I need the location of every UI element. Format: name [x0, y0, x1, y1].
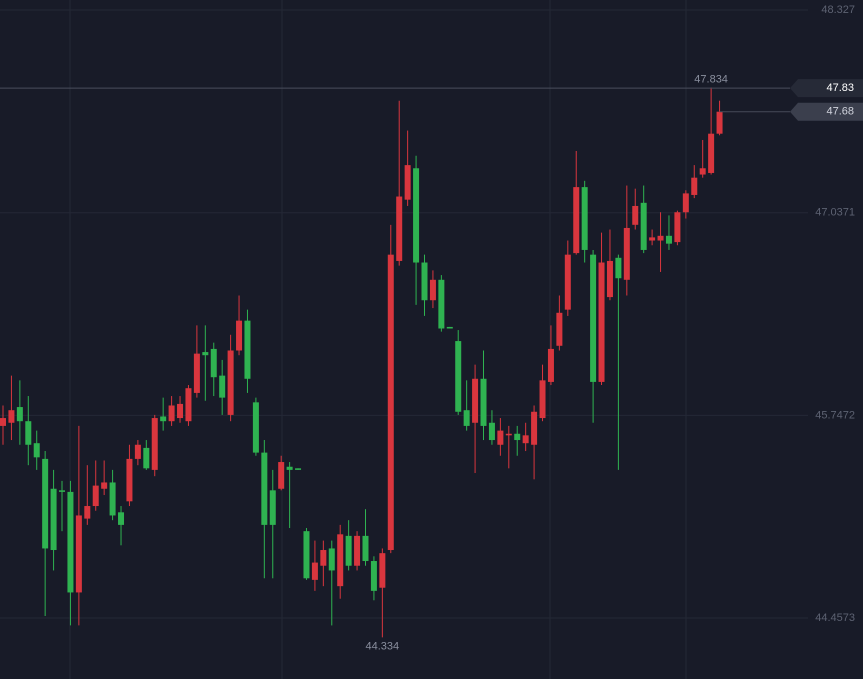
body	[202, 352, 209, 356]
body	[488, 422, 495, 441]
min-label: 44.334	[366, 640, 400, 652]
body	[16, 407, 23, 422]
body	[362, 535, 369, 562]
y-tick-label: 45.7472	[815, 409, 855, 421]
body	[328, 548, 335, 571]
body	[101, 482, 108, 489]
body	[522, 435, 529, 444]
y-tick-label: 47.0371	[815, 207, 855, 219]
body	[429, 279, 436, 301]
body	[50, 488, 57, 551]
body	[370, 561, 377, 591]
body	[581, 187, 588, 250]
body	[446, 326, 453, 329]
body	[438, 279, 445, 329]
body	[109, 482, 116, 516]
body	[505, 433, 512, 436]
body	[337, 534, 344, 587]
body	[379, 553, 386, 588]
body	[42, 458, 49, 549]
body	[531, 411, 538, 445]
body	[278, 462, 285, 489]
body	[632, 205, 639, 225]
body	[472, 378, 479, 423]
body	[126, 458, 133, 502]
body	[286, 466, 293, 470]
body	[674, 212, 681, 243]
body	[573, 187, 580, 254]
body	[210, 348, 217, 378]
body	[691, 177, 698, 195]
body	[0, 418, 6, 426]
body	[598, 262, 605, 382]
body	[682, 193, 689, 213]
body	[160, 416, 167, 422]
body	[25, 421, 32, 445]
last-price: 47.68	[826, 106, 854, 118]
y-tick-label: 44.4573	[815, 612, 855, 624]
max-label: 47.834	[694, 73, 728, 85]
body	[354, 535, 361, 566]
body	[118, 512, 125, 525]
body	[413, 168, 420, 263]
body	[556, 312, 563, 346]
body	[33, 443, 40, 458]
body	[219, 375, 226, 398]
body	[177, 403, 184, 419]
body	[480, 378, 487, 426]
body	[708, 133, 715, 173]
body	[716, 111, 723, 134]
body	[345, 535, 352, 566]
body	[295, 468, 302, 470]
body	[185, 388, 192, 422]
body	[193, 353, 200, 393]
last-price-tag	[790, 102, 863, 121]
body	[236, 320, 243, 351]
body	[699, 168, 706, 175]
body	[606, 260, 613, 298]
body	[67, 491, 74, 593]
body	[320, 550, 327, 566]
body	[514, 433, 521, 441]
body	[311, 562, 318, 580]
body	[92, 485, 99, 507]
body	[649, 237, 656, 241]
body	[303, 531, 310, 579]
body	[252, 402, 259, 453]
body	[640, 202, 647, 250]
body	[227, 350, 234, 415]
crosshair-tag	[790, 79, 863, 98]
body	[396, 196, 403, 261]
body	[590, 254, 597, 382]
body	[143, 447, 150, 469]
body	[269, 490, 276, 525]
crosshair-price: 47.83	[826, 82, 854, 94]
body	[665, 235, 672, 244]
body	[421, 262, 428, 301]
body	[404, 165, 411, 200]
body	[261, 452, 268, 525]
body	[244, 320, 251, 379]
body	[151, 418, 158, 470]
body	[455, 341, 462, 412]
body	[75, 515, 82, 593]
body	[539, 380, 546, 419]
body	[387, 254, 394, 551]
body	[168, 405, 175, 422]
body	[84, 506, 91, 519]
body	[623, 227, 630, 280]
body	[564, 254, 571, 310]
body	[134, 444, 141, 459]
body	[463, 410, 470, 426]
body	[657, 235, 664, 241]
body	[59, 490, 66, 492]
y-tick-label: 48.327	[821, 4, 855, 16]
body	[547, 348, 554, 382]
body	[497, 430, 504, 445]
body	[8, 410, 15, 423]
body	[615, 257, 622, 279]
